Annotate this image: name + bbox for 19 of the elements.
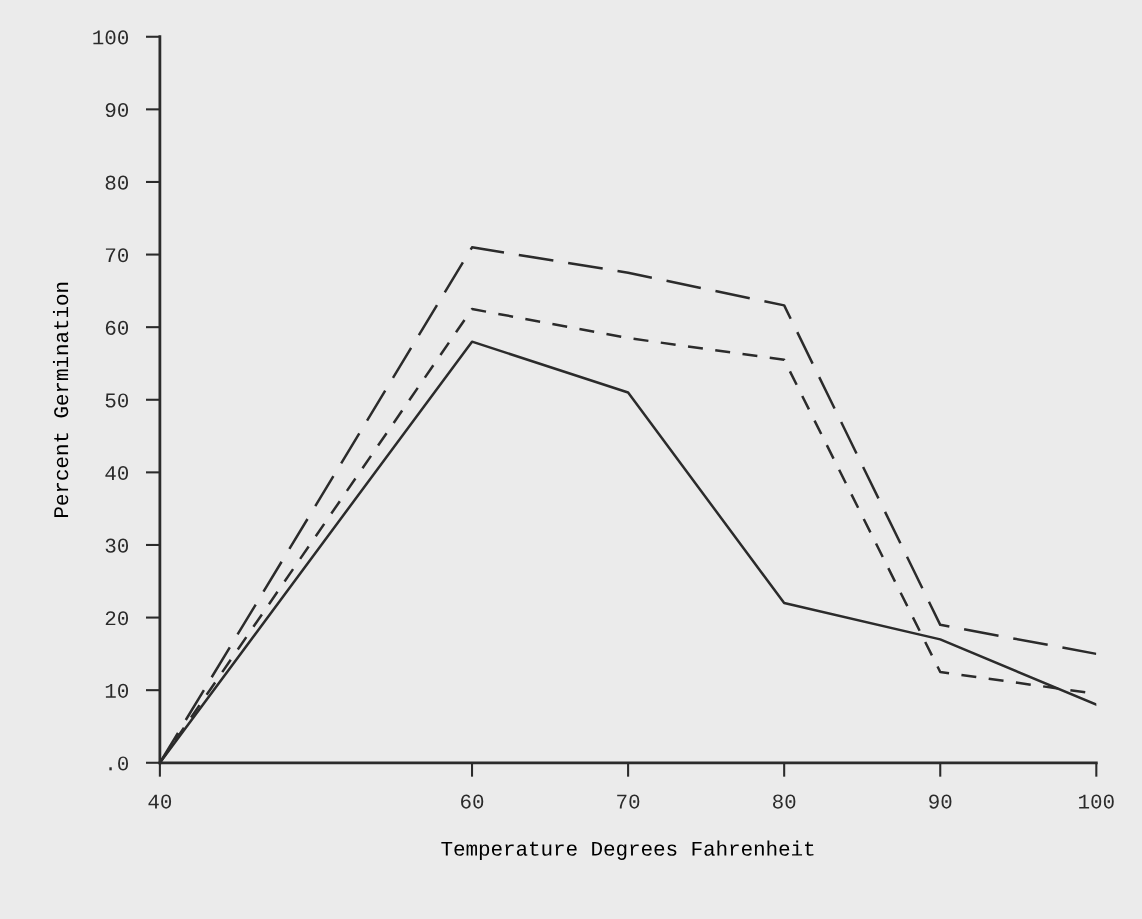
x-tick-label: 60 bbox=[461, 794, 484, 809]
x-tick-label: 100 bbox=[1079, 794, 1114, 809]
x-tick-label: 90 bbox=[929, 794, 952, 809]
y-tick-label: 70 bbox=[105, 248, 129, 263]
y-tick-label: 10 bbox=[105, 683, 129, 698]
x-axis-title: Temperature Degrees Fahrenheit bbox=[441, 840, 814, 860]
x-tick-label: 40 bbox=[148, 794, 172, 809]
y-tick-label: .0 bbox=[109, 756, 129, 771]
y-tick-label: 100 bbox=[93, 30, 129, 45]
y-tick-label: 80 bbox=[105, 175, 129, 190]
y-tick-label: 30 bbox=[105, 538, 129, 553]
x-tick-label: 70 bbox=[617, 794, 640, 809]
y-tick-label: 40 bbox=[105, 465, 129, 481]
y-tick-label: 90 bbox=[105, 102, 129, 118]
y-axis-title: Percent Germination bbox=[52, 282, 69, 517]
y-tick-label: 60 bbox=[105, 320, 129, 335]
x-tick-label: 80 bbox=[773, 794, 796, 809]
y-tick-label: 50 bbox=[105, 393, 129, 408]
y-tick-label: 20 bbox=[105, 611, 129, 626]
